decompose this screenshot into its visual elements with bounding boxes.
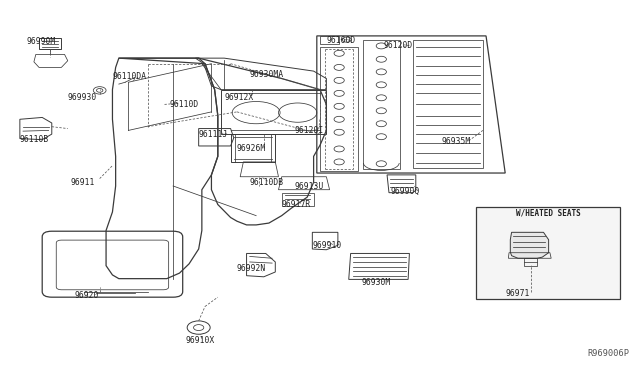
Text: 96120I: 96120I <box>294 126 324 135</box>
Text: 96930MA: 96930MA <box>250 70 284 79</box>
Text: 96110B: 96110B <box>20 135 49 144</box>
Text: 96926M: 96926M <box>237 144 266 153</box>
Text: 96917R: 96917R <box>282 200 311 209</box>
Text: 96912X: 96912X <box>224 93 253 102</box>
Bar <box>476 207 620 299</box>
Text: 96930M: 96930M <box>362 278 391 287</box>
Text: 96935M: 96935M <box>442 137 470 146</box>
Text: 96110DB: 96110DB <box>250 178 284 187</box>
Text: 969910: 969910 <box>312 241 342 250</box>
Text: 969930: 969930 <box>68 93 97 102</box>
Text: 96992N: 96992N <box>237 264 266 273</box>
Text: R969006P: R969006P <box>588 349 630 358</box>
Text: 96910X: 96910X <box>186 336 215 346</box>
Text: 96120D: 96120D <box>384 41 413 50</box>
Text: 96911: 96911 <box>71 178 95 187</box>
Polygon shape <box>510 232 548 258</box>
Text: 96111J: 96111J <box>198 129 228 139</box>
Text: 96971: 96971 <box>505 289 529 298</box>
Text: 96990M: 96990M <box>26 37 56 46</box>
Text: 96920: 96920 <box>74 291 99 300</box>
Text: 96160D: 96160D <box>326 36 356 45</box>
Text: 96110D: 96110D <box>170 100 199 109</box>
Text: 96913U: 96913U <box>294 182 324 191</box>
Text: 96990Q: 96990Q <box>390 187 419 196</box>
Text: W/HEATED SEATS: W/HEATED SEATS <box>516 208 581 217</box>
Text: 96110DA: 96110DA <box>113 72 147 81</box>
